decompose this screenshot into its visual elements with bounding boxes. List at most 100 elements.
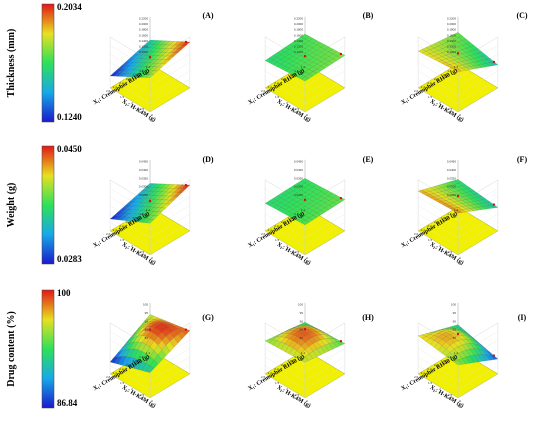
surface-cell: [125, 201, 135, 206]
z-tick-label: 0.1200: [447, 44, 457, 48]
surface-cell: [133, 69, 143, 74]
surface-cell: [300, 178, 310, 184]
surface-cell: [149, 183, 159, 188]
x1-tick-label: 2.0: [434, 220, 439, 224]
z-tick-label: 0.2200: [447, 17, 457, 21]
surface-gridline: [265, 213, 345, 239]
surface-cell: [481, 346, 491, 353]
x1-tick-label: 2.4: [113, 371, 118, 375]
surface-mesh: [417, 324, 499, 366]
z-tick-label: 0.1800: [139, 28, 149, 32]
surface-cell: [133, 50, 143, 55]
surface-cell: [320, 334, 330, 339]
x1-tick-label: 1.8: [288, 359, 293, 363]
surface-cell: [117, 65, 127, 70]
surface-cell: [145, 314, 155, 320]
x1-tick-label: 2.2: [274, 224, 279, 228]
x2-tick-label: 1.5: [275, 381, 280, 385]
surface-cell: [320, 330, 329, 336]
surface-gridline: [110, 53, 190, 79]
x2-tick-label: 2: [131, 244, 133, 248]
x2-tick-label: 1: [419, 232, 421, 236]
x1-tick-label: 1.6: [139, 355, 144, 359]
x1-tick-label: 2.0: [434, 363, 439, 367]
surface-cell: [141, 43, 151, 48]
surface-gridline: [110, 70, 190, 96]
x2-tick-label: 2: [439, 244, 441, 248]
surface-cell: [421, 192, 431, 196]
x1-tick-label: 2.4: [268, 371, 273, 375]
surface-gridline: [418, 222, 498, 247]
panel-letter: (C): [516, 11, 527, 20]
surface-cell: [153, 317, 163, 320]
z-tick-label: 0.1000: [139, 50, 149, 54]
surface-cell: [165, 52, 175, 57]
x1-tick-label: 2.0: [281, 363, 286, 367]
surface-gridline: [265, 222, 345, 247]
surface-cell: [320, 331, 330, 336]
surface-gridline: [110, 79, 190, 104]
x1-tick-label: 2.6: [106, 232, 111, 236]
x1-tick-label: 2.2: [427, 224, 432, 228]
surface-cell: [141, 58, 151, 63]
color-scale-max-label: 100: [57, 288, 71, 298]
surface-gridline: [418, 79, 498, 104]
x1-tick-label: 1.6: [447, 69, 452, 73]
z-tick-label: 0.0350: [294, 176, 304, 180]
surface-cell: [113, 68, 123, 73]
surface-cell: [336, 341, 346, 346]
z-tick-label: 0.0450: [447, 160, 457, 164]
surface-cell: [133, 335, 143, 343]
surface-cell: [469, 339, 479, 345]
surface-cell: [304, 324, 314, 327]
x1-tick-label: 2.6: [414, 89, 419, 93]
z-tick-label: 0.0300: [447, 185, 457, 189]
surface-cell: [125, 204, 135, 210]
surface-cell: [145, 183, 155, 188]
x1-tick-label: 2.6: [414, 232, 419, 236]
color-scale-quantity-label: Thickness (mm): [6, 29, 17, 98]
surface-cell: [125, 216, 135, 222]
surface-cell: [438, 328, 447, 331]
surface-cell: [133, 62, 143, 67]
surface-cell: [489, 354, 499, 360]
x1-tick-label: 1.8: [133, 359, 138, 363]
x1-tick-label: 1.6: [139, 69, 144, 73]
surface-cell: [308, 325, 318, 329]
surface-cell: [445, 181, 455, 186]
surface-cell: [268, 198, 278, 204]
surface-cell: [469, 204, 479, 208]
surface-cell: [165, 321, 174, 325]
surface-cell: [121, 212, 131, 217]
z-tick-label: 0.2200: [294, 17, 304, 21]
surface-cell: [473, 193, 483, 198]
x2-tick-label: 3: [151, 113, 153, 117]
design-point: [456, 52, 460, 55]
x1-tick-label: 2.2: [274, 81, 279, 85]
surface-cell: [316, 331, 326, 335]
design-point: [339, 196, 343, 200]
x2-tick-label: 2: [286, 387, 288, 391]
surface-gridline: [265, 70, 345, 96]
surface-cell: [141, 54, 151, 59]
surface-cell: [141, 69, 151, 74]
surface-cell: [320, 188, 330, 194]
z-tick-label: 0.0250: [294, 193, 304, 197]
z-tick-label: 0.0400: [294, 168, 304, 172]
surface-cell: [332, 51, 342, 57]
surface-cell: [433, 185, 443, 189]
surface-cell: [477, 342, 487, 349]
x1-tick-label: 2.4: [113, 85, 118, 89]
x1-tick-label: 2.6: [414, 375, 419, 379]
z-tick-label: 95: [453, 311, 457, 315]
surface-cell: [153, 62, 163, 67]
x1-tick-label: 2.4: [421, 85, 426, 89]
surface-cell: [121, 339, 131, 348]
x2-tick-label: 1: [266, 89, 268, 93]
surface-panel-9: 80 85 90 95 100 1.41.61.82.02.22.42.6 1 1.5 2 2.5…: [400, 303, 527, 410]
surface-cell: [141, 326, 151, 331]
z-tick-label: 0.1000: [294, 50, 304, 54]
z-tick-label: 0.2000: [294, 22, 304, 26]
color-scale-quantity-label: Weight (g): [6, 183, 17, 228]
